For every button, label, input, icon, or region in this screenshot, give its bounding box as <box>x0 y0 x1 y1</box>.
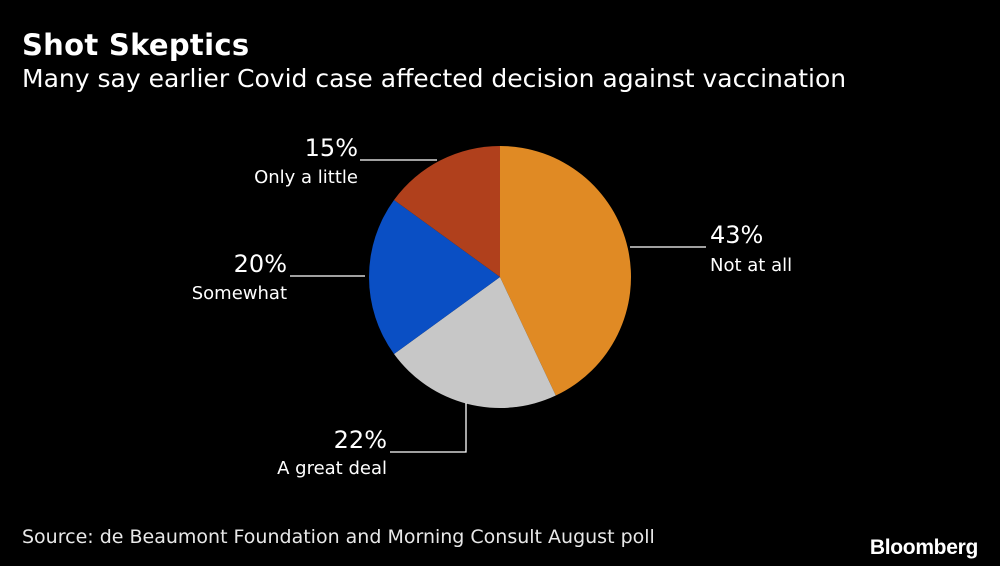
slice-labels: 43% Not at all 22% A great deal 20% Somewhat 1… <box>192 134 792 479</box>
source-note: Source: de Beaumont Foundation and Morni… <box>22 526 655 548</box>
pie-slice-not-at-all <box>500 146 631 396</box>
slice-category-label: Only a little <box>254 167 358 188</box>
slice-category-label: A great deal <box>277 458 387 479</box>
slice-percent-label: 20% <box>234 250 287 278</box>
slice-percent-label: 22% <box>334 426 387 454</box>
slice-category-label: Not at all <box>710 255 792 276</box>
pie-slice-somewhat <box>369 200 500 354</box>
label-leaders <box>290 159 706 453</box>
slice-percent-label: 43% <box>710 221 763 249</box>
bloomberg-logo: Bloomberg <box>869 536 978 559</box>
leader-line <box>390 403 467 453</box>
pie-slice-only-a-little <box>394 146 500 277</box>
pie-slice-a-great-deal <box>394 277 556 408</box>
slice-category-label: Somewhat <box>192 283 287 304</box>
chart-title: Shot Skeptics <box>22 28 250 62</box>
chart-subtitle: Many say earlier Covid case affected dec… <box>22 64 847 93</box>
pie-slices <box>369 146 631 408</box>
slice-percent-label: 15% <box>305 134 358 162</box>
